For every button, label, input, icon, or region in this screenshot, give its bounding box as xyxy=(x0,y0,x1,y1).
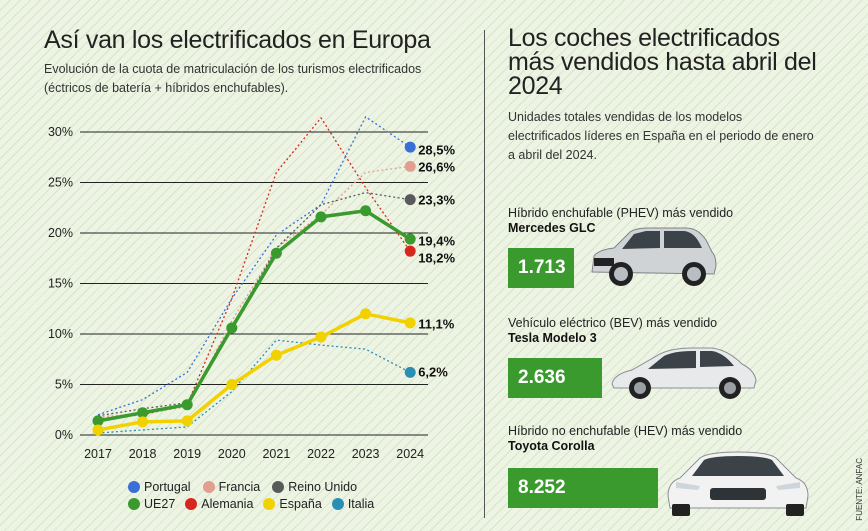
y-tick-label: 10% xyxy=(48,327,73,341)
legend-item-espana: España xyxy=(263,497,322,511)
x-tick-label: 2024 xyxy=(396,447,424,461)
end-label-italia: 6,2% xyxy=(418,365,448,380)
y-tick-label: 0% xyxy=(55,428,73,442)
card-hev-model: Toyota Corolla xyxy=(508,439,595,453)
source-note: FUENTE: ANFAC xyxy=(855,458,864,521)
left-subtitle: Evolución de la cuota de matriculación d… xyxy=(44,62,422,95)
end-label-ue27: 19,4% xyxy=(418,234,455,249)
legend-label: Italia xyxy=(347,497,375,511)
x-tick-label: 2022 xyxy=(307,447,335,461)
legend-dot xyxy=(263,498,276,510)
legend-label: Portugal xyxy=(144,480,191,494)
data-point-españa xyxy=(315,331,327,343)
legend-item-portugal: Portugal xyxy=(128,480,191,494)
data-point-españa xyxy=(226,379,238,390)
legend-item-italia: Italia xyxy=(331,497,375,511)
end-label-portugal: 28,5% xyxy=(418,143,455,158)
series-line-reino-unido xyxy=(97,191,411,417)
series-line-ue27 xyxy=(97,209,412,423)
legend-dot xyxy=(128,498,140,510)
data-point-españa xyxy=(270,349,282,361)
series-line-españa xyxy=(97,312,411,432)
data-point-ue27 xyxy=(137,407,149,419)
legend-label: España xyxy=(279,497,322,511)
end-label-reino-unido: 23,3% xyxy=(418,193,455,208)
series-line-portugal xyxy=(97,116,411,416)
card-bev-model: Tesla Modelo 3 xyxy=(508,331,597,345)
x-tick-label: 2023 xyxy=(352,447,380,461)
end-label-alemania: 18,2% xyxy=(418,251,455,266)
x-tick-label: 2019 xyxy=(173,447,201,461)
card-hev-label: Híbrido no enchufable (HEV) más vendido xyxy=(508,424,743,438)
x-tick-label: 2020 xyxy=(218,447,246,461)
data-point-ue27 xyxy=(360,205,372,217)
card-bev-value: 2.636 xyxy=(508,358,602,398)
legend-dot xyxy=(185,498,198,510)
legend-label: Alemania xyxy=(201,497,254,511)
data-point-reino-unido xyxy=(404,194,416,206)
legend-dot xyxy=(272,481,285,493)
data-point-ue27 xyxy=(92,415,104,427)
card-phev-value: 1.713 xyxy=(508,248,574,288)
x-tick-label: 2017 xyxy=(84,447,112,461)
toyota-corolla-image xyxy=(667,451,809,516)
y-tick-label: 15% xyxy=(48,277,73,291)
legend-item-reino-unido: Reino Unido xyxy=(272,480,357,494)
left-title: Así van los electrificados en Europa xyxy=(44,26,431,54)
legend-dot xyxy=(128,481,140,493)
legend-dot xyxy=(331,498,344,510)
legend-label: Francia xyxy=(218,480,261,494)
data-point-españa xyxy=(181,415,193,427)
tesla-model-3-image xyxy=(611,347,757,399)
series-line-francia xyxy=(97,165,411,418)
legend-item-alemania: Alemania xyxy=(185,497,253,511)
y-tick-label: 20% xyxy=(48,226,73,240)
end-label-españa: 11,1% xyxy=(418,317,455,332)
card-hev-value: 8.252 xyxy=(508,468,658,508)
data-point-ue27 xyxy=(181,399,193,411)
legend-row-2: UE27 Alemania España Italia xyxy=(128,497,374,511)
data-point-españa xyxy=(137,416,149,428)
legend-dot xyxy=(202,481,215,493)
end-label-francia: 26,6% xyxy=(418,160,455,175)
card-phev-label: Híbrido enchufable (PHEV) más vendido xyxy=(508,206,734,220)
line-chart: 0% 5% 10% 15% 20% 25% 30% 2017 2018 2019 2020 2021 2… xyxy=(48,116,456,461)
data-point-ue27 xyxy=(270,247,282,259)
x-tick-label: 2021 xyxy=(262,447,290,461)
data-point-alemania xyxy=(404,245,416,257)
data-point-españa xyxy=(92,424,104,436)
mercedes-glc-suv-image xyxy=(591,227,717,286)
legend-item-ue27: UE27 xyxy=(128,497,175,511)
data-point-ue27 xyxy=(315,211,327,223)
divider xyxy=(484,30,485,518)
legend-label: UE27 xyxy=(144,497,176,511)
legend-row-1: Portugal Francia Reino Unido xyxy=(128,480,357,494)
card-phev-model: Mercedes GLC xyxy=(508,221,596,235)
series-line-alemania xyxy=(97,117,411,420)
data-point-españa xyxy=(404,317,416,329)
right-title: Los coches electrificados más vendidos h… xyxy=(508,24,817,100)
y-tick-label: 30% xyxy=(48,125,73,139)
y-tick-label: 5% xyxy=(55,378,73,392)
data-point-portugal xyxy=(404,141,416,153)
legend-label: Reino Unido xyxy=(288,480,358,494)
data-point-francia xyxy=(404,160,416,172)
series-line-italia xyxy=(97,339,411,434)
data-point-ue27 xyxy=(226,322,238,334)
legend-item-francia: Francia xyxy=(202,480,261,494)
data-point-ue27 xyxy=(404,233,416,245)
x-tick-label: 2018 xyxy=(129,447,157,461)
data-point-italia xyxy=(404,366,416,378)
y-tick-label: 25% xyxy=(48,176,73,190)
card-bev-label: Vehículo eléctrico (BEV) más vendido xyxy=(508,316,718,330)
data-point-españa xyxy=(360,308,372,320)
right-subtitle: Unidades totales vendidas de los modelos… xyxy=(508,110,814,162)
